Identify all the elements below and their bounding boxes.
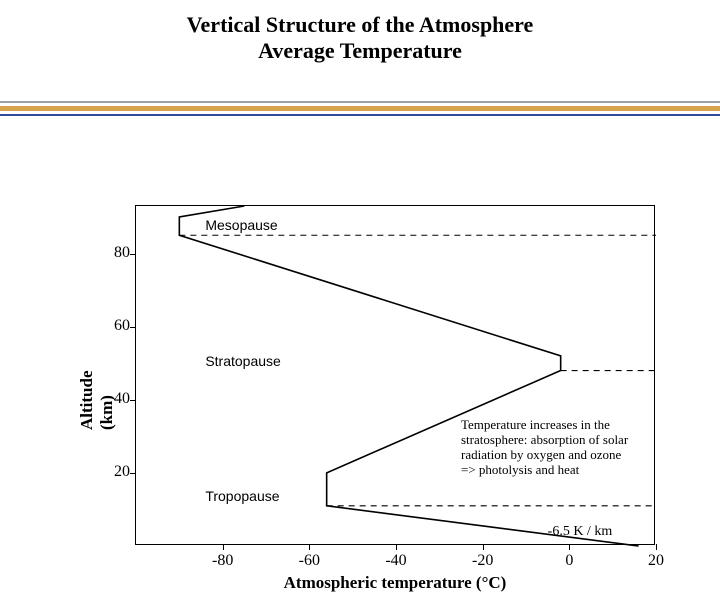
layer-label: Tropopause [205,488,279,504]
divider-rule [0,106,720,111]
y-tick-mark [130,254,136,255]
y-tick-mark [130,327,136,328]
divider-rule [0,114,720,116]
x-tick-mark [569,544,570,550]
x-axis-label: Atmospheric temperature (°C) [135,573,655,593]
x-tick-mark [656,544,657,550]
x-tick-label: -20 [463,552,503,570]
chart-annotation: -6.5 K / km [548,524,613,540]
title-line-1: Vertical Structure of the Atmosphere [0,12,720,38]
divider-rule [0,101,720,103]
x-tick-mark [309,544,310,550]
x-tick-label: -80 [203,552,243,570]
x-tick-label: 0 [549,552,589,570]
y-tick-mark [130,473,136,474]
chart-annotation: Temperature increases in thestratosphere… [461,418,628,478]
x-tick-label: -60 [289,552,329,570]
layer-label: Mesopause [205,217,277,233]
x-tick-label: -40 [376,552,416,570]
x-tick-label: 20 [636,552,676,570]
layer-label: Stratopause [205,353,281,369]
y-tick-label: 60 [96,317,130,335]
title-line-2: Average Temperature [0,38,720,64]
x-tick-mark [223,544,224,550]
page-title-block: Vertical Structure of the Atmosphere Ave… [0,0,720,70]
y-tick-mark [130,400,136,401]
plot-area: 20406080-80-60-40-20020TropopauseStratop… [135,205,655,545]
x-tick-mark [483,544,484,550]
y-tick-label: 80 [96,244,130,262]
y-tick-label: 40 [96,390,130,408]
y-tick-label: 20 [96,463,130,481]
x-tick-mark [396,544,397,550]
